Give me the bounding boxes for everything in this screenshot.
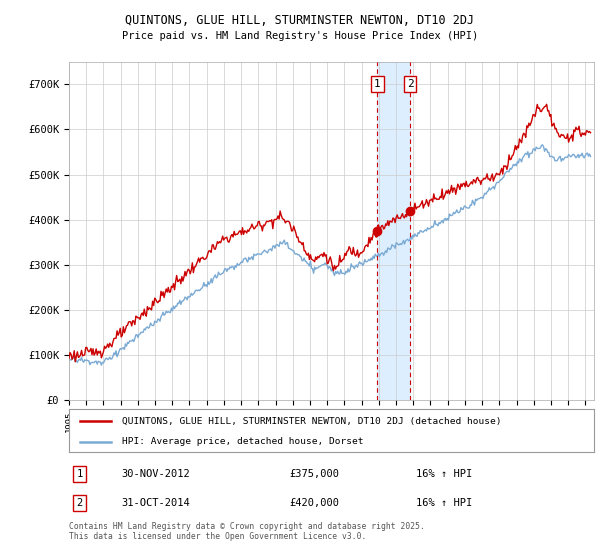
Text: 30-NOV-2012: 30-NOV-2012 bbox=[121, 469, 190, 479]
Text: Contains HM Land Registry data © Crown copyright and database right 2025.
This d: Contains HM Land Registry data © Crown c… bbox=[69, 522, 425, 542]
Text: QUINTONS, GLUE HILL, STURMINSTER NEWTON, DT10 2DJ (detached house): QUINTONS, GLUE HILL, STURMINSTER NEWTON,… bbox=[121, 417, 501, 426]
Text: 2: 2 bbox=[407, 79, 414, 89]
Text: HPI: Average price, detached house, Dorset: HPI: Average price, detached house, Dors… bbox=[121, 437, 363, 446]
Bar bbox=[377, 62, 410, 400]
Text: £375,000: £375,000 bbox=[290, 469, 340, 479]
Text: 16% ↑ HPI: 16% ↑ HPI bbox=[415, 498, 472, 508]
Text: 1: 1 bbox=[76, 469, 83, 479]
Text: 2: 2 bbox=[76, 498, 83, 508]
Text: 1: 1 bbox=[374, 79, 381, 89]
Text: £420,000: £420,000 bbox=[290, 498, 340, 508]
Text: QUINTONS, GLUE HILL, STURMINSTER NEWTON, DT10 2DJ: QUINTONS, GLUE HILL, STURMINSTER NEWTON,… bbox=[125, 14, 475, 27]
Text: 31-OCT-2014: 31-OCT-2014 bbox=[121, 498, 190, 508]
Text: Price paid vs. HM Land Registry's House Price Index (HPI): Price paid vs. HM Land Registry's House … bbox=[122, 31, 478, 41]
Text: 16% ↑ HPI: 16% ↑ HPI bbox=[415, 469, 472, 479]
